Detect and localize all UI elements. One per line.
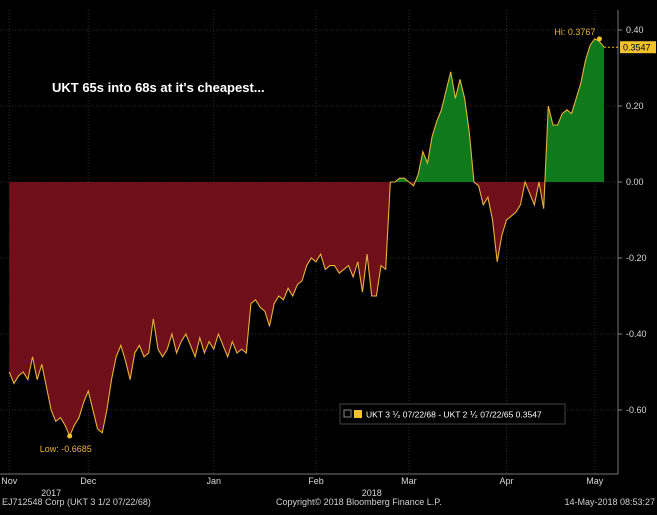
x-tick-label: Feb bbox=[308, 476, 324, 486]
legend-swatch bbox=[354, 410, 362, 418]
y-tick-label: -0.40 bbox=[626, 329, 647, 339]
series-line bbox=[8, 38, 605, 438]
x-tick-label: Dec bbox=[80, 476, 97, 486]
footer-timestamp: 14-May-2018 08:53:27 bbox=[564, 497, 655, 507]
high-marker bbox=[596, 36, 602, 42]
low-marker bbox=[67, 433, 73, 439]
footer-security: EJ712548 Corp (UKT 3 1/2 07/22/68) bbox=[2, 497, 151, 507]
footer-copyright: Copyright© 2018 Bloomberg Finance L.P. bbox=[276, 497, 442, 507]
positive-area bbox=[9, 38, 605, 182]
last-value-text: 0.3547 bbox=[623, 43, 651, 53]
axes: 0.40 0.20 0.00 -0.20 -0.40 -0.60 Nov Dec Jan Feb M… bbox=[0, 10, 647, 498]
area-fills bbox=[9, 38, 605, 437]
year-label: 2017 bbox=[41, 488, 61, 498]
x-tick-label: Mar bbox=[401, 476, 417, 486]
y-tick-label: 0.20 bbox=[626, 101, 644, 111]
chart-title: UKT 65s into 68s at it's cheapest... bbox=[52, 80, 265, 95]
labels: UKT 65s into 68s at it's cheapest... Hi:… bbox=[40, 27, 596, 454]
x-tick-label: Jan bbox=[206, 476, 221, 486]
legend: UKT 3 ⅟₂ 07/22/68 - UKT 2 ⅟₂ 07/22/65 0.… bbox=[339, 403, 566, 425]
y-tick-label: -0.60 bbox=[626, 405, 647, 415]
legend-box bbox=[339, 403, 566, 425]
legend-expand-icon[interactable] bbox=[343, 409, 352, 418]
value-markers: 0.3547 bbox=[67, 36, 656, 439]
y-tick-label: 0.00 bbox=[626, 177, 644, 187]
x-tick-label: Apr bbox=[499, 476, 513, 486]
last-value-box bbox=[620, 41, 656, 54]
legend-label: UKT 3 ⅟₂ 07/22/68 - UKT 2 ⅟₂ 07/22/65 0.… bbox=[366, 410, 542, 420]
y-tick-label: 0.40 bbox=[626, 25, 644, 35]
year-label: 2018 bbox=[362, 488, 382, 498]
y-tick-label: -0.20 bbox=[626, 253, 647, 263]
high-annotation: Hi: 0.3767 bbox=[554, 27, 595, 37]
x-tick-label: May bbox=[586, 476, 604, 486]
x-tick-label: Nov bbox=[1, 476, 18, 486]
low-annotation: Low: -0.6685 bbox=[40, 444, 92, 454]
negative-area bbox=[9, 182, 605, 437]
series-line-path bbox=[8, 38, 605, 438]
